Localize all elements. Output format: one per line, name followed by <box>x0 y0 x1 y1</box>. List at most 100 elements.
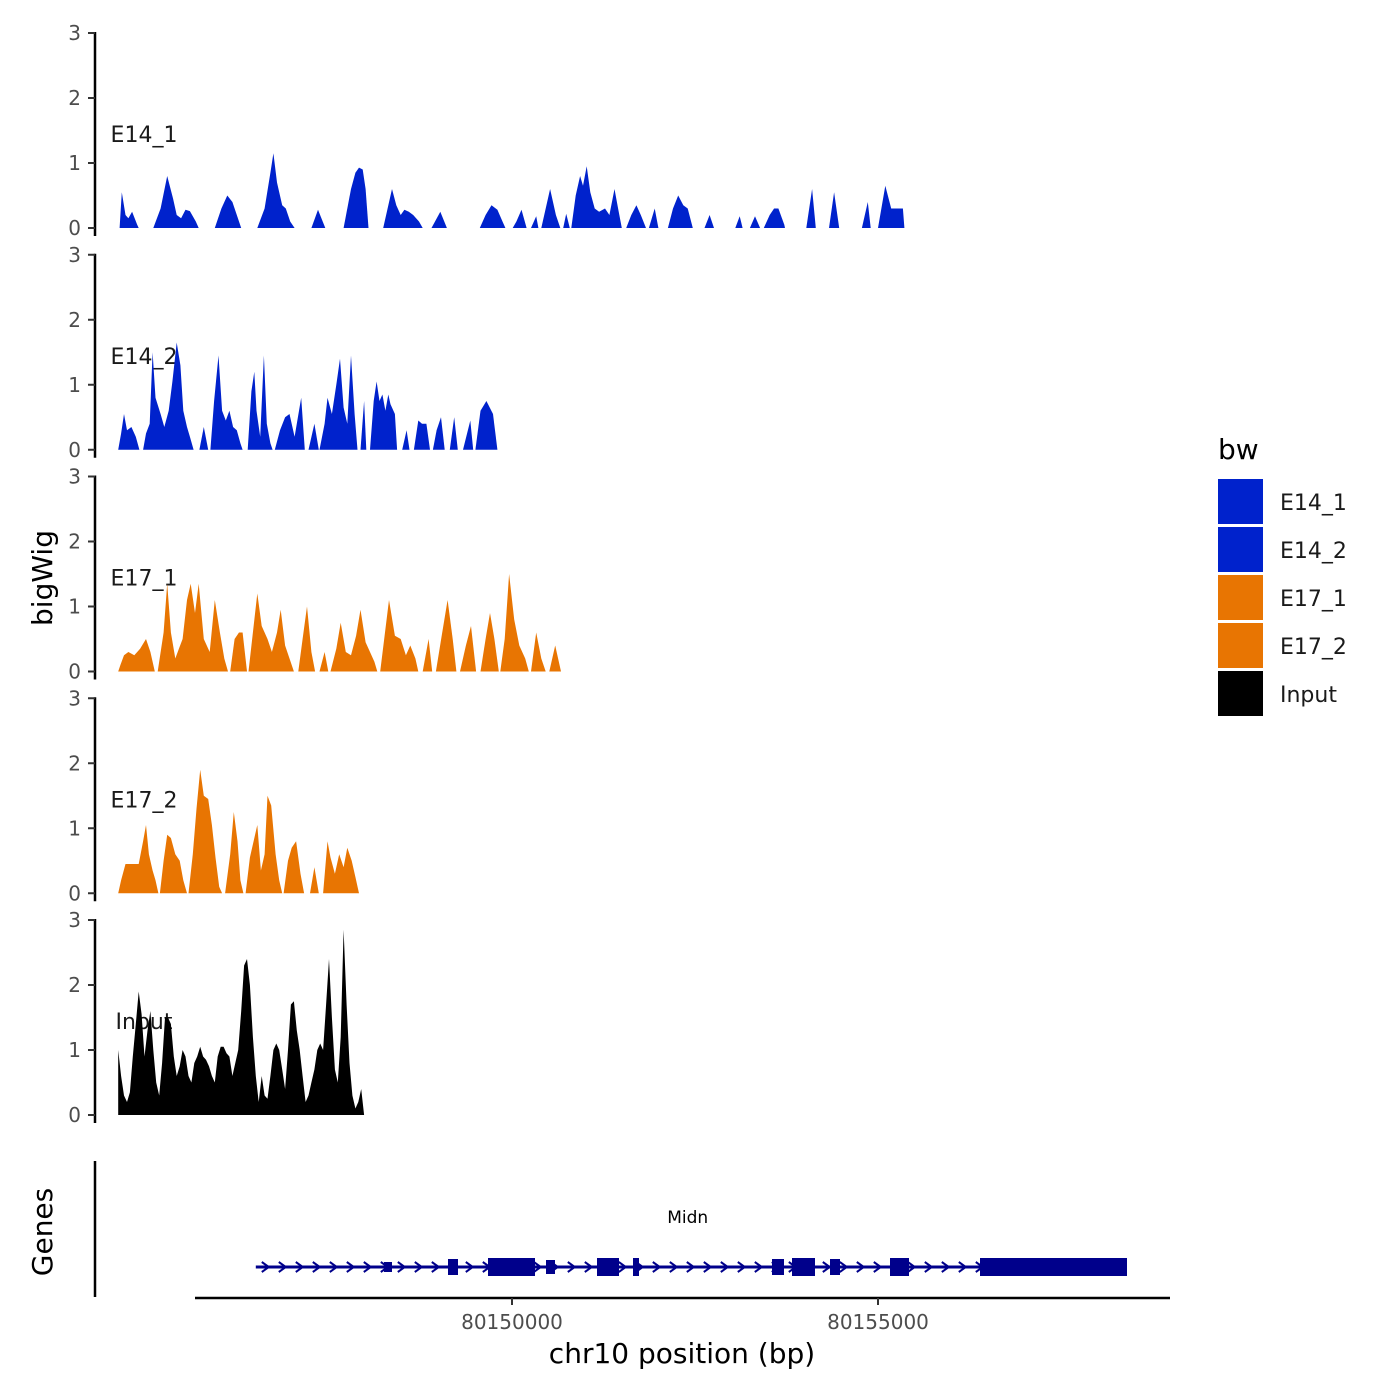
coverage-area-E14_1 <box>343 167 369 228</box>
track-E14_1: 0 1 2 3 E14_1 <box>68 21 905 240</box>
coverage-area-E14_1 <box>878 185 905 228</box>
coverage-area-E17_1 <box>298 606 316 672</box>
legend-key-E17_2 <box>1218 623 1263 668</box>
coverage-area-E14_2 <box>210 355 243 450</box>
legend-key-E14_1 <box>1218 479 1263 524</box>
strand-arrow-mark <box>958 1261 968 1273</box>
coverage-area-E17_2 <box>310 867 319 894</box>
strand-arrow-mark <box>431 1261 441 1273</box>
coverage-area-E14_1 <box>648 208 659 228</box>
legend-label-E17_1: E17_1 <box>1280 587 1347 612</box>
y-tick-label: 2 <box>68 530 81 554</box>
strand-arrow-mark <box>533 1261 543 1273</box>
strand-arrow-mark <box>567 1261 577 1273</box>
coverage-area-E14_1 <box>571 166 622 228</box>
coverage-area-E14_2 <box>475 401 498 450</box>
y-tick-label: 2 <box>68 751 81 775</box>
y-tick-label: 0 <box>68 881 81 905</box>
coverage-area-E14_1 <box>806 189 816 228</box>
gene-exon-block <box>980 1258 1127 1276</box>
coverage-area-E14_2 <box>413 420 430 450</box>
coverage-area-E17_1 <box>157 583 228 672</box>
gene-exon-block <box>633 1258 639 1276</box>
gene-exon-block <box>448 1259 458 1275</box>
y-tick-label: 3 <box>68 908 81 932</box>
coverage-area-E17_1 <box>480 613 499 672</box>
coverage-area-E14_2 <box>319 355 358 450</box>
coverage-area-E17_1 <box>460 626 477 672</box>
y-tick-label: 2 <box>68 973 81 997</box>
coverage-area-E14_1 <box>531 216 539 228</box>
strand-arrow-mark <box>278 1261 288 1273</box>
track-label-E17_2: E17_2 <box>111 788 178 813</box>
track-E17_2: 0 1 2 3 E17_2 <box>68 686 359 905</box>
coverage-area-E17_2 <box>323 841 359 894</box>
legend: bw E14_1 E14_2 E17_1 E17_2 Input <box>1218 433 1347 716</box>
coverage-area-E14_2 <box>274 397 305 450</box>
y-tick-label: 2 <box>68 308 81 332</box>
track-label-Input: Input <box>116 1010 173 1035</box>
coverage-area-E14_2 <box>449 417 458 450</box>
y-axis-title: bigWig <box>26 530 59 626</box>
y-tick-label: 0 <box>68 438 81 462</box>
coverage-area-E17_1 <box>330 609 378 672</box>
coverage-area-E14_1 <box>512 209 527 228</box>
legend-label-E17_2: E17_2 <box>1280 635 1347 660</box>
coverage-area-E14_2 <box>308 423 319 450</box>
legend-label-E14_2: E14_2 <box>1280 539 1347 564</box>
coverage-area-E14_1 <box>749 216 761 228</box>
legend-key-Input <box>1218 671 1263 716</box>
gene-exon-block <box>792 1258 815 1276</box>
strand-arrow-mark <box>414 1261 424 1273</box>
y-tick-label: 3 <box>68 21 81 45</box>
coverage-area-E17_1 <box>435 600 457 672</box>
track-label-E14_1: E14_1 <box>111 123 178 148</box>
coverage-area-E17_1 <box>380 600 419 672</box>
x-axis: 80150000 80155000 <box>195 1296 1170 1334</box>
track-label-E14_2: E14_2 <box>111 345 178 370</box>
coverage-area-E17_2 <box>159 834 187 894</box>
strand-arrow-mark <box>754 1261 764 1273</box>
strand-arrow-mark <box>856 1261 866 1273</box>
coverage-area-E14_1 <box>431 211 447 228</box>
coverage-area-E14_1 <box>214 195 242 228</box>
coverage-area-E17_1 <box>248 593 294 672</box>
strand-arrow-mark <box>346 1261 356 1273</box>
coverage-area-E14_1 <box>626 205 646 228</box>
strand-arrow-mark <box>261 1261 271 1273</box>
coverage-area-E14_2 <box>432 417 445 450</box>
track-Input: 0 1 2 3 Input <box>68 908 365 1127</box>
strand-arrow-mark <box>907 1261 917 1273</box>
coverage-area-E14_1 <box>735 216 743 228</box>
y-tick-label: 1 <box>68 816 81 840</box>
y-tick-label: 1 <box>68 373 81 397</box>
legend-title: bw <box>1218 433 1259 466</box>
strand-arrow-mark <box>703 1261 713 1273</box>
coverage-area-E14_1 <box>704 215 714 228</box>
coverage-area-E14_1 <box>667 195 693 228</box>
coverage-area-E17_2 <box>283 841 305 894</box>
strand-arrow-mark <box>618 1261 628 1273</box>
track-E17_1: 0 1 2 3 E17_1 <box>68 465 561 684</box>
coverage-area-E17_1 <box>500 574 529 672</box>
coverage-area-E14_2 <box>463 420 474 450</box>
coverage-area-E17_2 <box>225 812 244 894</box>
strand-arrow-mark <box>839 1261 849 1273</box>
strand-arrow-mark <box>737 1261 747 1273</box>
coverage-area-E17_2 <box>245 795 283 894</box>
coverage-area-E17_1 <box>422 639 433 672</box>
strand-arrow-mark <box>397 1261 407 1273</box>
coverage-area-E14_2 <box>370 381 398 450</box>
gene-exon-block <box>772 1259 784 1275</box>
coverage-area-E14_2 <box>360 401 367 450</box>
y-tick-label: 3 <box>68 243 81 267</box>
coverage-area-E14_2 <box>199 427 209 450</box>
strand-arrow-mark <box>686 1261 696 1273</box>
legend-key-E17_1 <box>1218 575 1263 620</box>
strand-arrow-mark <box>363 1261 373 1273</box>
coverage-area-E14_2 <box>118 414 140 450</box>
coverage-area-E14_1 <box>563 213 570 228</box>
x-tick-label: 80150000 <box>461 1310 563 1334</box>
x-tick-label: 80155000 <box>827 1310 929 1334</box>
strand-arrow-mark <box>329 1261 339 1273</box>
